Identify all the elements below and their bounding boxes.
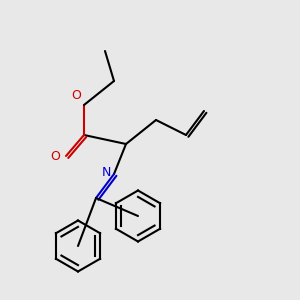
Text: O: O <box>50 149 60 163</box>
Text: O: O <box>71 89 81 102</box>
Text: N: N <box>102 166 111 179</box>
